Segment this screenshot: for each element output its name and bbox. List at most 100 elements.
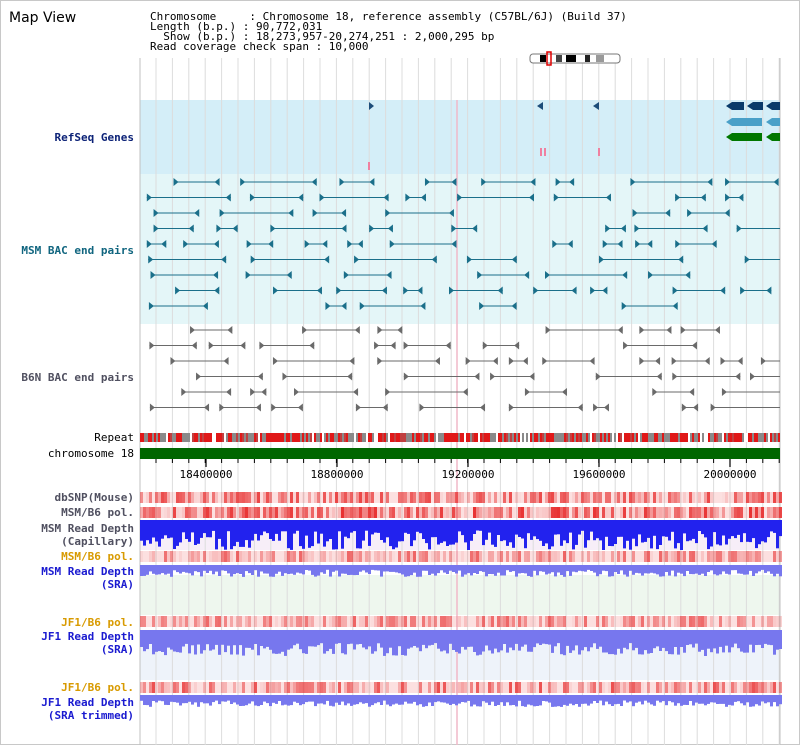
repeat-segment (546, 433, 548, 442)
polymorphism-heat-cell (323, 492, 326, 503)
polymorphism-heat-cell (557, 507, 560, 518)
polymorphism-heat-cell (371, 507, 374, 518)
repeat-segment (602, 433, 604, 442)
read-depth-bar (461, 565, 464, 577)
track-label-jf1-depth-trimmed-sub: (SRA trimmed) (47, 709, 134, 722)
bac-end-glyph (545, 271, 551, 279)
read-depth-bar (683, 695, 686, 705)
polymorphism-heat-cell (527, 682, 530, 693)
read-depth-bar (551, 520, 554, 547)
read-depth-bar (152, 565, 155, 574)
axis-tick-label: 19600000 (572, 468, 626, 481)
bac-end-glyph (655, 357, 661, 365)
repeat-segment (480, 433, 482, 442)
read-depth-bar (431, 695, 434, 706)
show-range-info: Show (b.p.) : 18,273,957-20,274,251 : 2,… (150, 30, 495, 43)
read-depth-bar (440, 630, 443, 652)
polymorphism-heat-cell (560, 492, 563, 503)
bac-end-glyph (419, 403, 425, 412)
track-label-msm-b6-pol-2[interactable]: MSM/B6 pol. (61, 550, 134, 563)
read-depth-bar (329, 520, 332, 539)
polymorphism-heat-cell (626, 682, 629, 693)
track-label-b6n-bac[interactable]: B6N BAC end pairs (21, 371, 134, 384)
read-depth-bar (590, 520, 593, 532)
polymorphism-heat-cell (491, 551, 494, 562)
polymorphism-heat-cell (689, 551, 692, 562)
repeat-segment (740, 433, 742, 442)
read-depth-bar (407, 565, 410, 577)
polymorphism-heat-cell (713, 551, 716, 562)
repeat-segment (278, 433, 280, 442)
polymorphism-heat-cell (344, 551, 347, 562)
repeat-segment (476, 433, 478, 442)
polymorphism-heat-cell (149, 551, 152, 562)
track-label-jf1-depth-trimmed[interactable]: JF1 Read Depth (41, 696, 134, 709)
track-label-msm-depth-sra[interactable]: MSM Read Depth (41, 565, 134, 578)
polymorphism-heat-cell (272, 682, 275, 693)
repeat-segment (262, 433, 264, 442)
read-depth-bar (302, 565, 305, 575)
read-depth-bar (653, 630, 656, 649)
coverage-span-info: Read coverage check span : 10,000 (150, 40, 369, 53)
polymorphism-heat-cell (164, 492, 167, 503)
track-label-jf1-b6-pol-2[interactable]: JF1/B6 pol. (61, 681, 134, 694)
polymorphism-heat-cell (464, 551, 467, 562)
read-depth-bar (776, 695, 779, 707)
polymorphism-heat-cell (578, 682, 581, 693)
read-depth-bar (434, 695, 437, 703)
bac-end-glyph (403, 372, 409, 381)
read-depth-bar (305, 695, 308, 703)
read-depth-bar (608, 520, 611, 546)
polymorphism-heat-cell (140, 492, 143, 503)
track-label-msm-depth-capillary[interactable]: MSM Read Depth (41, 522, 134, 535)
polymorphism-heat-cell (518, 682, 521, 693)
polymorphism-heat-cell (203, 551, 206, 562)
read-depth-bar (488, 630, 491, 651)
track-label-msm-b6-pol-1[interactable]: MSM/B6 pol. (61, 506, 134, 519)
polymorphism-heat-cell (404, 616, 407, 627)
polymorphism-heat-cell (482, 551, 485, 562)
polymorphism-heat-cell (392, 682, 395, 693)
polymorphism-heat-cell (281, 682, 284, 693)
track-label-repeat[interactable]: Repeat (94, 431, 134, 444)
polymorphism-heat-cell (224, 616, 227, 627)
read-depth-bar (398, 695, 401, 705)
read-depth-bar (470, 520, 473, 541)
track-label-jf1-b6-pol-1[interactable]: JF1/B6 pol. (61, 616, 134, 629)
track-label-jf1-depth-sra[interactable]: JF1 Read Depth (41, 630, 134, 643)
polymorphism-heat-cell (368, 551, 371, 562)
repeat-segment (288, 433, 290, 442)
read-depth-bar (392, 520, 395, 550)
polymorphism-heat-cell (515, 616, 518, 627)
polymorphism-heat-cell (314, 492, 317, 503)
bac-end-glyph (451, 240, 457, 248)
polymorphism-heat-cell (701, 616, 704, 627)
read-depth-bar (554, 520, 557, 535)
polymorphism-heat-cell (542, 492, 545, 503)
polymorphism-heat-cell (452, 492, 455, 503)
track-label-refseq[interactable]: RefSeq Genes (54, 131, 134, 144)
track-label-chromosome[interactable]: chromosome 18 (47, 447, 134, 460)
polymorphism-heat-cell (374, 682, 377, 693)
polymorphism-heat-cell (317, 682, 320, 693)
bac-end-glyph (721, 388, 727, 396)
read-depth-bar (359, 695, 362, 703)
track-label-msm-bac[interactable]: MSM BAC end pairs (21, 244, 134, 257)
repeat-segment (734, 433, 736, 442)
polymorphism-heat-cell (242, 507, 245, 518)
bac-end-glyph (322, 240, 328, 248)
repeat-segment (666, 433, 668, 442)
repeat-segment (338, 433, 340, 442)
read-depth-bar (170, 695, 173, 702)
polymorphism-heat-cell (317, 507, 320, 518)
polymorphism-heat-cell (599, 492, 602, 503)
bac-end-glyph (672, 372, 678, 381)
refseq-track-bg (140, 100, 780, 174)
track-label-dbsnp[interactable]: dbSNP(Mouse) (54, 491, 134, 504)
repeat-segment (218, 433, 220, 442)
read-depth-bar (557, 565, 560, 573)
read-depth-bar (212, 695, 215, 703)
repeat-segment (446, 433, 448, 442)
read-depth-bar (581, 565, 584, 572)
